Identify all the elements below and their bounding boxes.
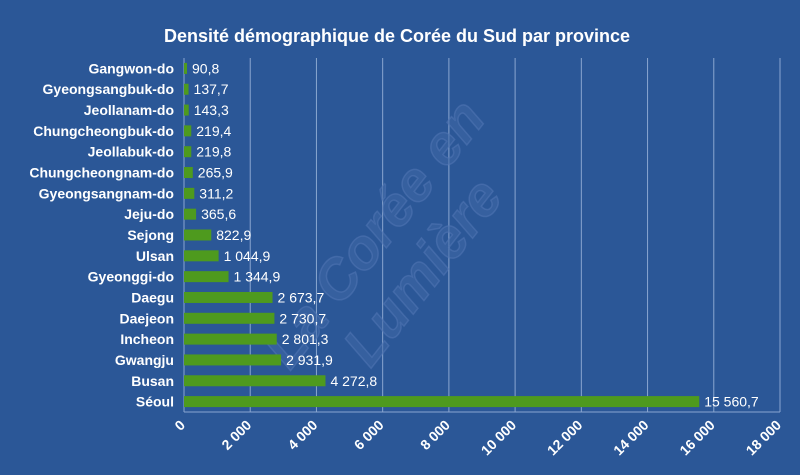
bar — [184, 208, 197, 220]
bar — [184, 333, 277, 345]
category-label: Gangwon-do — [88, 60, 174, 76]
category-label: Daegu — [131, 289, 174, 305]
bar — [184, 291, 273, 303]
value-label: 219,8 — [196, 144, 231, 160]
category-label: Gyeongsangnam-do — [39, 185, 174, 201]
value-label: 311,2 — [199, 185, 233, 201]
category-label: Gyeongsangbuk-do — [43, 81, 174, 97]
category-labels: Gangwon-do Gyeongsangbuk-do Jeollanam-do Ch… — [29, 60, 174, 409]
bar — [184, 271, 229, 283]
category-label: Busan — [131, 373, 174, 389]
bar — [184, 354, 282, 366]
bar — [184, 396, 700, 408]
value-label: 1 044,9 — [224, 248, 271, 264]
value-labels: 90,8 137,7 143,3 219,4 219,8 265,9 311,2 365,6 8… — [192, 60, 759, 409]
value-label: 2 673,7 — [278, 289, 325, 305]
bar — [184, 312, 275, 324]
category-label: Sejong — [127, 227, 174, 243]
bar — [184, 250, 219, 262]
chart-title: Densité démographique de Corée du Sud pa… — [164, 26, 630, 46]
bar — [184, 375, 326, 387]
bar — [184, 167, 193, 179]
bar — [184, 125, 192, 137]
category-label: Ulsan — [136, 248, 174, 264]
value-label: 2 730,7 — [279, 310, 326, 326]
bar — [184, 83, 189, 95]
value-label: 365,6 — [201, 206, 236, 222]
value-label: 90,8 — [192, 60, 219, 76]
category-label: Daejeon — [120, 310, 174, 326]
value-label: 219,4 — [196, 123, 231, 139]
bar — [184, 104, 189, 116]
category-label: Gwangju — [115, 352, 174, 368]
value-label: 15 560,7 — [704, 394, 759, 410]
category-label: Séoul — [136, 394, 174, 410]
category-label: Jeju-do — [124, 206, 174, 222]
category-label: Jeollabuk-do — [88, 144, 174, 160]
value-label: 2 801,3 — [282, 331, 329, 347]
value-label: 143,3 — [194, 102, 229, 118]
value-label: 1 344,9 — [234, 269, 281, 285]
bar — [184, 62, 188, 74]
category-label: Incheon — [120, 331, 174, 347]
bars — [184, 62, 700, 408]
value-label: 137,7 — [194, 81, 229, 97]
bar — [184, 229, 212, 241]
bar — [184, 187, 195, 199]
category-label: Chungcheongbuk-do — [33, 123, 174, 139]
value-label: 2 931,9 — [286, 352, 333, 368]
category-label: Gyeonggi-do — [88, 269, 174, 285]
value-label: 4 272,8 — [330, 373, 377, 389]
grid-lines — [183, 58, 781, 413]
category-label: Jeollanam-do — [84, 102, 174, 118]
value-label: 822,9 — [216, 227, 251, 243]
value-label: 265,9 — [198, 165, 233, 181]
category-label: Chungcheongnam-do — [29, 165, 174, 181]
bar — [184, 146, 192, 158]
